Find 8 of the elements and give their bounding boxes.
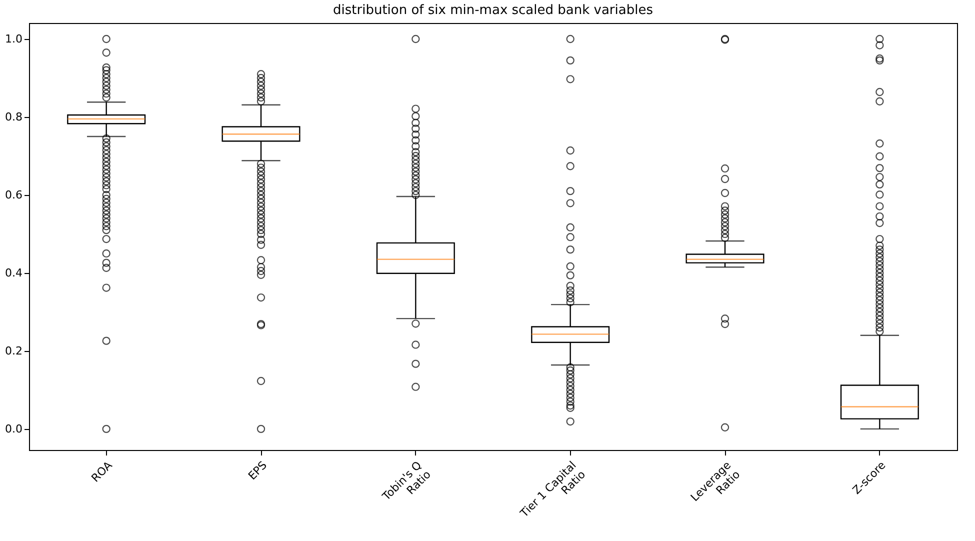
- x-tick-label: EPS: [246, 458, 270, 483]
- y-tick-label: 0.0: [5, 422, 22, 436]
- y-tick-label: 0.8: [5, 110, 22, 124]
- y-tick-label: 0.6: [5, 188, 22, 202]
- y-tick-label: 0.4: [5, 266, 22, 280]
- y-tick-label: 1.0: [5, 32, 22, 46]
- y-tick-label: 0.2: [5, 344, 22, 358]
- chart-title: distribution of six min-max scaled bank variables: [333, 3, 654, 18]
